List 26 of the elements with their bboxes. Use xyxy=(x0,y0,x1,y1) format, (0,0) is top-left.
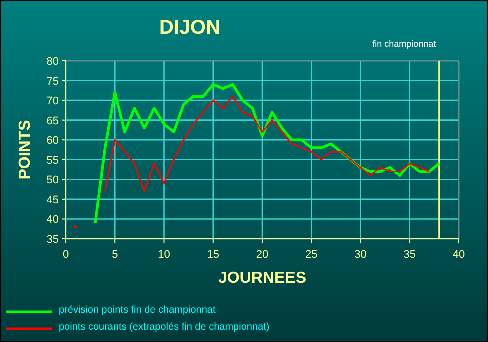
x-tick-label: 35 xyxy=(404,249,416,261)
x-tick-label: 20 xyxy=(256,249,269,261)
chart-title: DIJON xyxy=(159,17,221,39)
x-tick-label: 25 xyxy=(306,249,318,261)
x-axis-title: JOURNEES xyxy=(218,270,307,287)
x-tick-label: 15 xyxy=(207,249,220,261)
y-tick-label: 35 xyxy=(46,234,59,246)
x-tick-label: 10 xyxy=(158,249,170,261)
y-tick-label: 60 xyxy=(46,135,59,148)
y-tick-label: 65 xyxy=(46,115,59,128)
y-tick-label: 50 xyxy=(46,174,59,187)
x-tick-label: 30 xyxy=(354,249,367,261)
y-tick-label: 80 xyxy=(46,56,59,68)
y-tick-label: 70 xyxy=(46,96,59,108)
line-series xyxy=(94,83,441,225)
y-tick-label: 45 xyxy=(46,194,59,206)
y-tick-label: 40 xyxy=(46,214,59,226)
x-tick-label: 5 xyxy=(112,249,118,261)
legend-label: points courants (extrapolés fin de championnat) xyxy=(59,322,270,333)
y-tick-label: 55 xyxy=(46,154,59,167)
y-tick-label: 75 xyxy=(46,76,59,88)
x-tick-label: 40 xyxy=(452,249,466,261)
x-tick-label: 0 xyxy=(62,249,70,261)
ref-line-label: fin championnat xyxy=(372,39,437,49)
y-axis-title: POINTS xyxy=(17,120,34,180)
legend-label: prévision points fin de championnat xyxy=(59,305,216,316)
